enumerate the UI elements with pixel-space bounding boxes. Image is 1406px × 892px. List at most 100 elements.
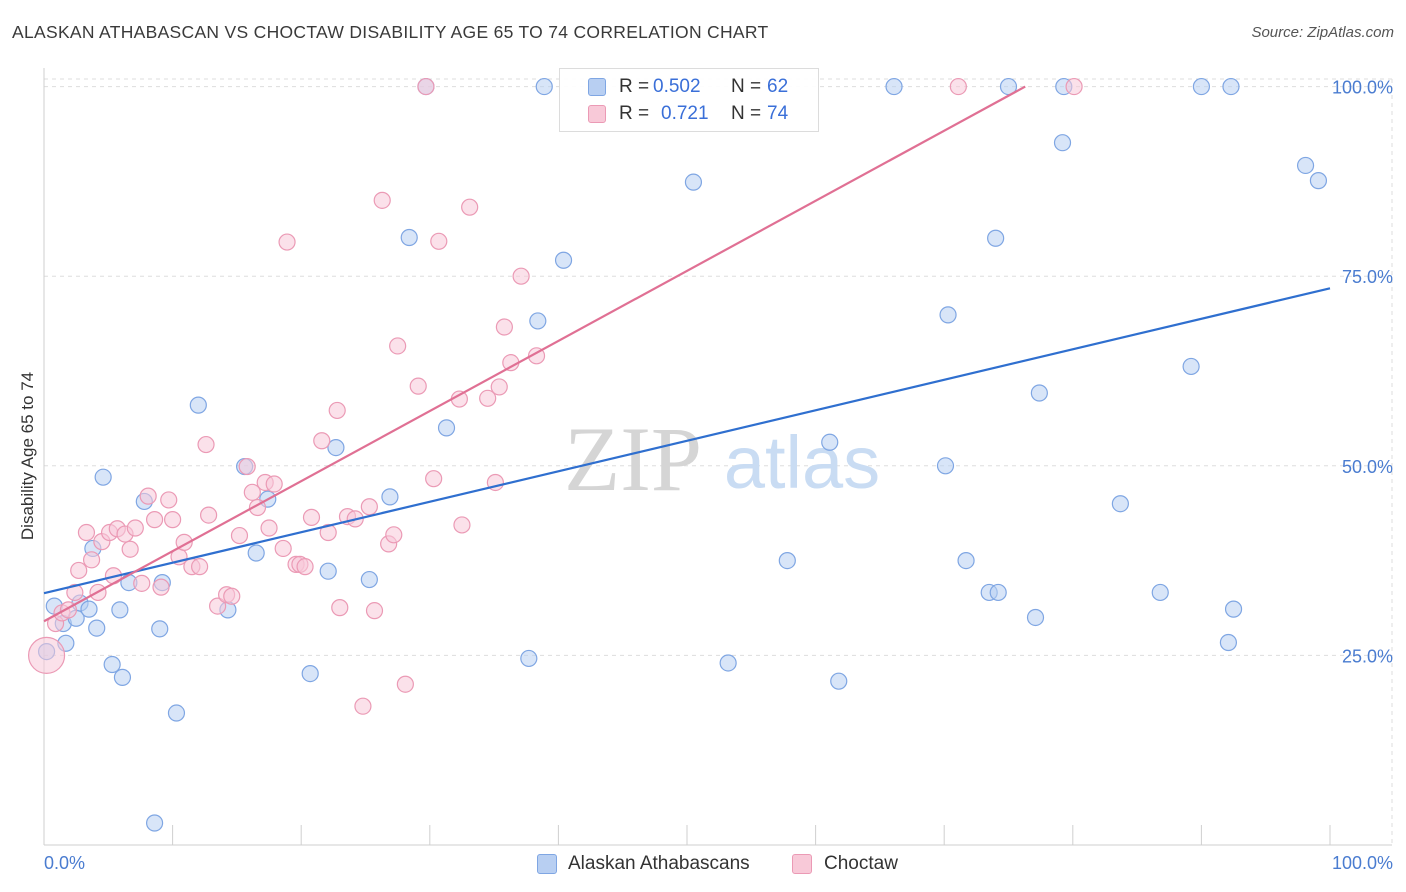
athabascan-point: [111, 601, 129, 619]
correlation-legend: R = 0.502 N = 62 R = 0.721 N = 74: [559, 68, 819, 132]
athabascan-point: [437, 419, 456, 437]
choctaw-point: [360, 498, 378, 516]
athabascan-point: [88, 619, 106, 637]
athabascan-point: [1296, 156, 1315, 175]
bottom-legend-swatch-blue: [537, 854, 557, 874]
athabascan-trendline: [43, 287, 1331, 595]
label-layer: 25.0% 50.0% 75.0% 100.0% 0.0% 100.0%: [44, 78, 1393, 873]
choctaw-point: [495, 318, 513, 336]
athabascan-point: [1182, 357, 1200, 376]
choctaw-point: [490, 378, 508, 396]
athabascan-point: [1222, 77, 1240, 96]
legend-r-label: R =: [619, 76, 650, 97]
y-tick-label: 50.0%: [1342, 457, 1393, 477]
choctaw-point: [265, 475, 283, 493]
choctaw-point: [209, 597, 227, 615]
choctaw-point: [223, 587, 241, 605]
athabascan-point: [989, 583, 1007, 602]
y-tick-label: 100.0%: [1332, 78, 1393, 98]
choctaw-point: [396, 675, 414, 693]
choctaw-point: [479, 389, 497, 407]
choctaw-point: [27, 636, 66, 674]
choctaw-point: [82, 551, 101, 569]
athabascan-point: [885, 77, 903, 96]
athabascan-point: [1053, 134, 1072, 152]
choctaw-point: [191, 558, 209, 576]
athabascan-point: [113, 668, 132, 686]
legend-row-choctaw: R = 0.721 N = 74: [560, 100, 818, 128]
legend-n-value: 74: [767, 103, 789, 124]
choctaw-point: [121, 540, 139, 558]
athabascan-point: [830, 672, 848, 690]
athabascan-point: [1192, 77, 1211, 96]
choctaw-point: [319, 523, 337, 542]
choctaw-point: [373, 191, 391, 209]
choctaw-point: [70, 561, 88, 580]
athabascan-point: [319, 562, 337, 580]
choctaw-point: [430, 232, 448, 250]
legend-r-label: R =: [619, 103, 650, 124]
choctaw-point: [409, 377, 427, 395]
axis-layer: [43, 68, 1392, 846]
athabascan-point: [1030, 384, 1048, 402]
choctaw-point: [949, 77, 967, 96]
athabascan-point: [939, 306, 957, 324]
athabascan-point: [520, 649, 538, 668]
watermark-zip: ZIP: [564, 408, 702, 510]
choctaw-point: [1065, 77, 1083, 96]
choctaw-point: [160, 491, 178, 509]
x-tick-label: 100.0%: [1332, 853, 1393, 873]
legend-r-value: 0.721: [661, 103, 709, 124]
athabascan-point: [1111, 495, 1129, 513]
choctaw-point: [126, 519, 144, 537]
athabascan-point: [189, 396, 207, 414]
choctaw-point: [389, 337, 407, 355]
chart-title: ALASKAN ATHABASCAN VS CHOCTAW DISABILITY…: [12, 22, 769, 42]
choctaw-point: [425, 470, 443, 488]
choctaw-point: [164, 511, 182, 529]
legend-swatch-blue: [588, 78, 606, 96]
athabascan-point: [554, 251, 573, 269]
choctaw-point: [328, 401, 346, 420]
y-tick-label: 25.0%: [1342, 646, 1393, 666]
choctaw-point: [230, 526, 249, 545]
athabascan-point: [1151, 583, 1169, 602]
choctaw-point: [354, 697, 372, 715]
athabascan-point: [301, 664, 319, 683]
choctaw-point: [296, 558, 314, 576]
athabascan-point: [1309, 172, 1328, 190]
choctaw-point: [512, 267, 530, 285]
athabascan-point: [360, 570, 378, 589]
choctaw-trendline: [43, 85, 1026, 623]
legend-n-label: N =: [731, 103, 762, 124]
choctaw-point: [133, 574, 151, 592]
choctaw-point: [453, 516, 471, 534]
athabascan-point: [778, 551, 796, 570]
choctaw-point: [331, 599, 349, 617]
athabascan-point: [167, 704, 186, 722]
choctaw-point: [152, 578, 170, 596]
y-axis-label: Disability Age 65 to 74: [18, 371, 37, 541]
athabascan-point: [957, 551, 975, 570]
choctaw-point: [313, 432, 331, 450]
athabascan-point: [821, 433, 839, 451]
y-tick-label: 75.0%: [1342, 267, 1393, 287]
athabascan-point: [535, 77, 553, 96]
athabascan-point: [381, 488, 399, 506]
choctaw-point: [365, 602, 384, 620]
choctaw-point: [77, 523, 96, 542]
athabascan-point: [400, 228, 418, 247]
athabascan-point: [719, 654, 737, 672]
athabascan-point: [684, 173, 703, 191]
athabascan-point: [327, 438, 345, 457]
legend-row-athabascan: R = 0.502 N = 62: [560, 73, 818, 101]
athabascan-point: [103, 655, 121, 674]
legend-swatch-pink: [588, 105, 606, 123]
choctaw-point: [200, 506, 218, 524]
choctaw-point: [66, 583, 84, 602]
athabascan-point: [94, 468, 112, 486]
legend-r-value: 0.502: [653, 76, 701, 97]
legend-n-label: N =: [731, 76, 762, 97]
choctaw-point: [278, 233, 296, 251]
choctaw-point: [274, 539, 292, 558]
